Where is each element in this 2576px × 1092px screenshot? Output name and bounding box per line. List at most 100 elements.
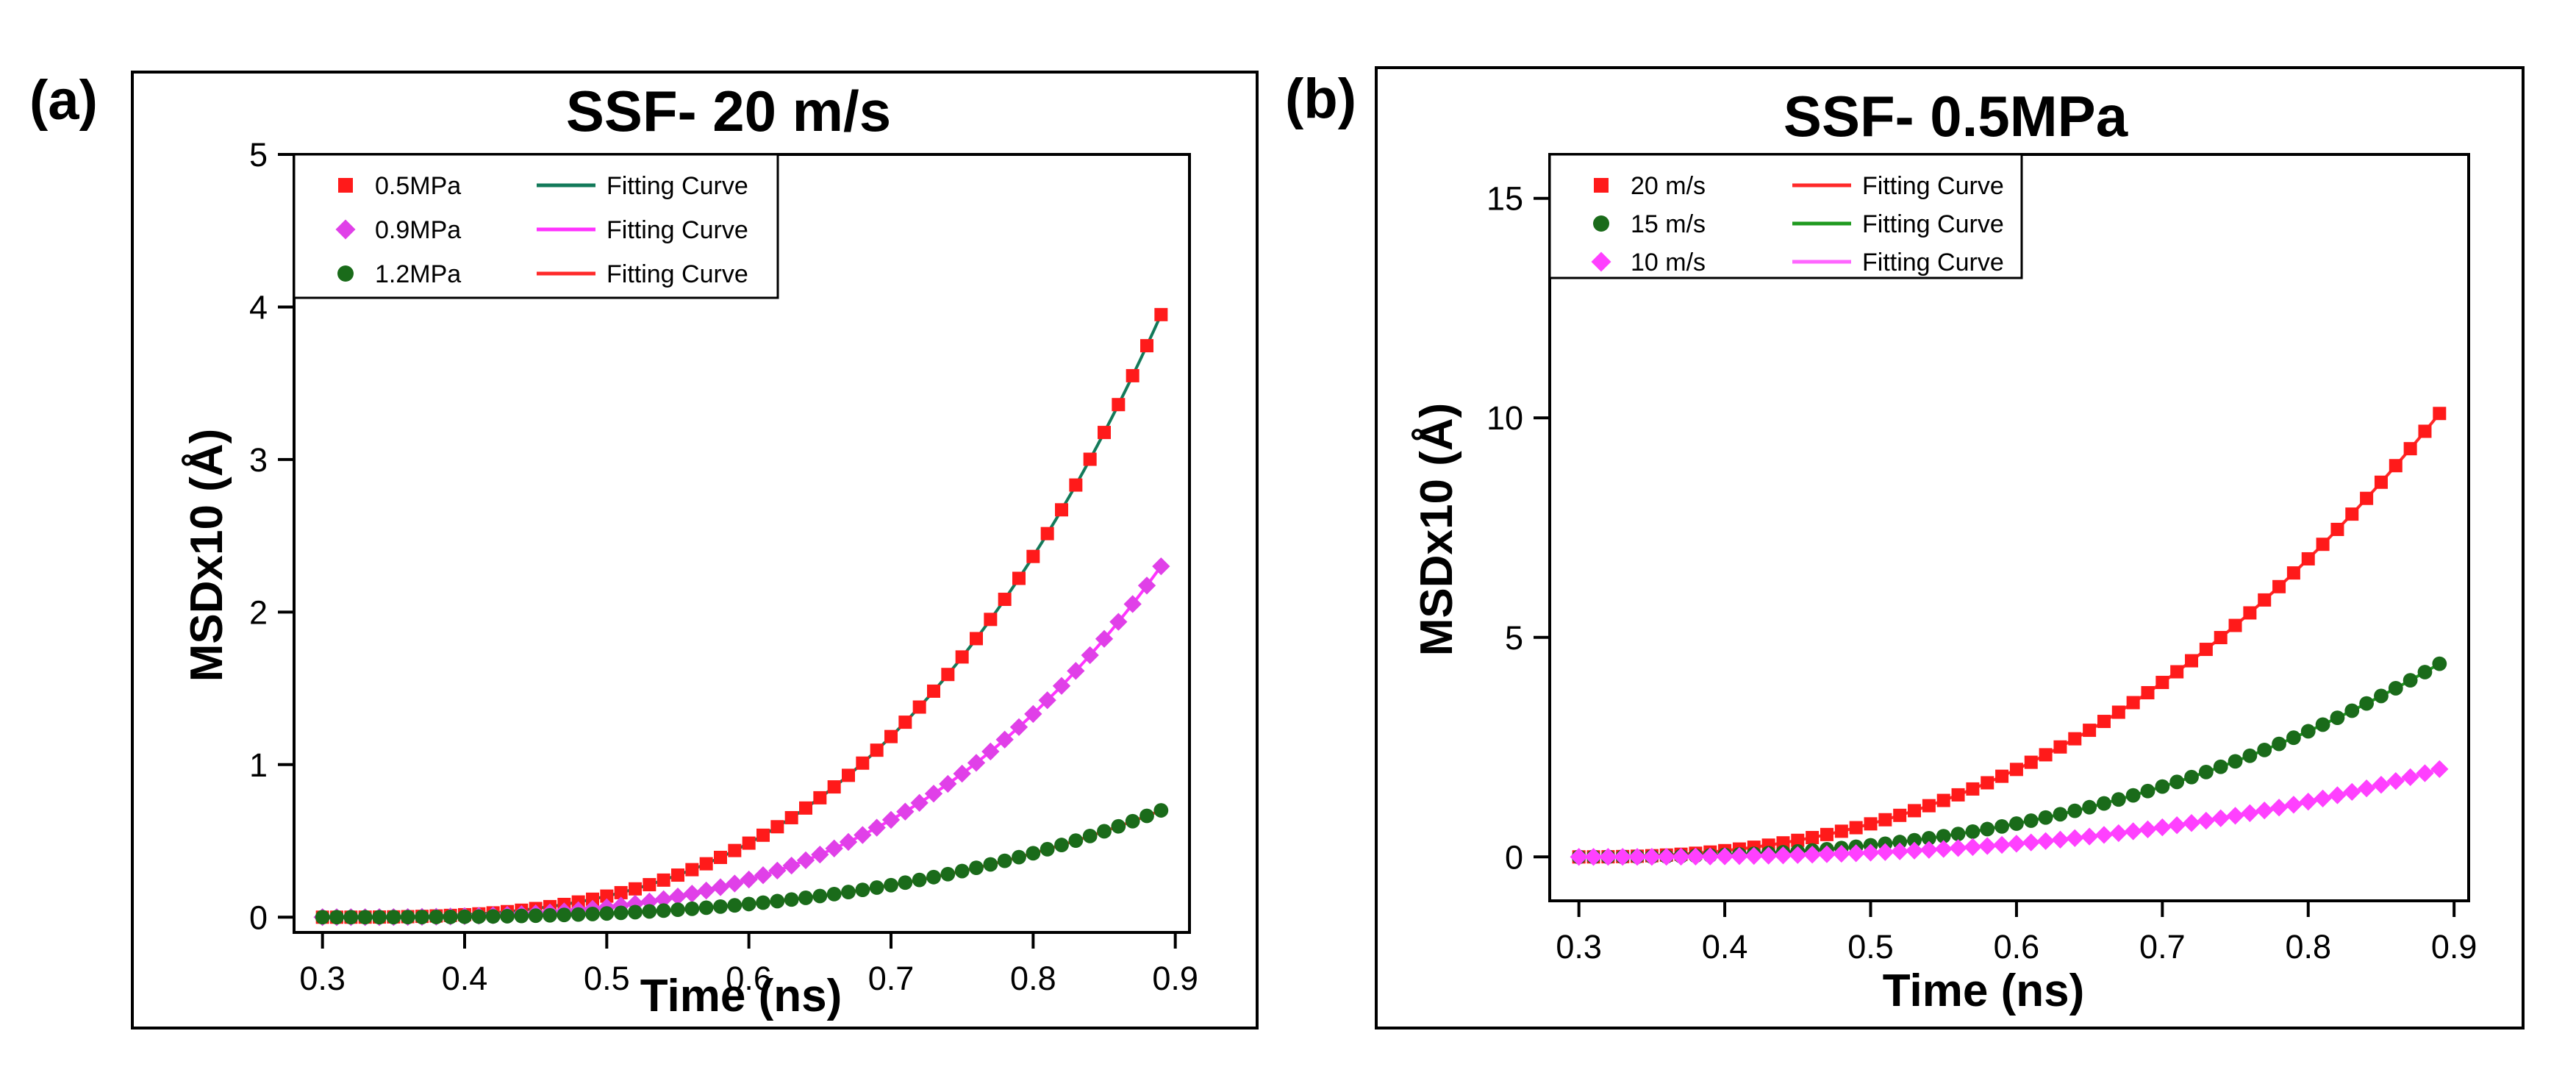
panel-b-point-series-1 [1893,808,1907,822]
panel-b-ytick-label: 10 [1486,399,1523,437]
panel-a-point-series-3 [1139,808,1154,824]
panel-b-legend-fit-label-3: Fitting Curve [1862,249,2004,276]
panel-b-point-series-3 [2314,789,2332,808]
panel-b-point-series-1 [2126,696,2140,710]
panel-a-point-series-1 [1112,398,1126,412]
panel-b-point-series-3 [2007,835,2026,853]
panel-b-point-series-2 [1965,824,1981,839]
panel-a-point-series-2 [1024,704,1042,724]
panel-b-point-series-2 [2417,665,2433,679]
panel-b-point-series-1 [1951,788,1965,802]
panel-a-point-series-1 [856,756,870,770]
panel-b-point-series-1 [1806,830,1820,844]
panel-a-point-series-1 [984,613,998,627]
panel-a-point-series-3 [997,853,1012,868]
panel-b-point-series-2 [2169,774,2185,790]
panel-a-label: (a) [29,69,98,132]
panel-a-point-series-3 [357,910,373,925]
panel-b-point-series-2 [2023,813,2039,828]
panel-a-point-series-2 [1052,677,1071,695]
panel-a-point-series-3 [698,900,714,916]
panel-a-point-series-3 [826,886,842,902]
panel-a-point-series-3 [983,857,998,872]
panel-a-point-series-3 [1012,849,1026,865]
panel-b-ytick-label: 0 [1505,838,1523,876]
panel-a-point-series-3 [585,907,600,921]
panel-b-point-series-2 [2315,717,2330,732]
panel-b-point-series-1 [2433,407,2447,421]
panel-a-point-series-3 [500,909,515,924]
panel-b-ticks: 0.3 0.4 0.5 0.6 0.7 0.8 0.9 0 5 10 15 [1486,180,2477,966]
panel-b-point-series-3 [2386,771,2405,791]
panel-b-point-series-3 [1686,847,1705,866]
panel-a-point-series-3 [713,899,728,914]
panel-b-point-series-3 [1599,848,1617,866]
panel-b-point-series-3 [1876,843,1895,861]
panel-a-point-series-1 [614,885,628,899]
panel-b-point-series-1 [2272,579,2286,593]
panel-b-xlabel: Time (ns) [1883,966,2084,1016]
panel-a-legend-box [293,153,779,299]
panel-a-point-series-1 [813,791,827,804]
panel-b-point-series-2 [2009,816,2024,831]
panel-b-point-series-3 [1934,840,1953,858]
panel-b-point-series-1 [1864,817,1878,831]
panel-a-point-series-1 [998,593,1012,607]
panel-b-point-series-3 [2080,827,2099,846]
panel-b-point-series-3 [2109,824,2128,843]
panel-b-point-series-3 [1657,847,1675,866]
panel-b-legend-marker-1 [1594,178,1609,193]
panel-b-point-series-3 [2255,801,2274,820]
panel-a-point-series-1 [1083,452,1097,466]
panel-a-point-series-2 [939,774,957,793]
panel-a-point-series-3 [741,896,756,912]
panel-a-point-series-1 [1012,571,1026,585]
panel-b-point-series-1 [2228,618,2242,632]
panel-a-point-series-3 [485,909,501,924]
panel-b-point-series-1 [2243,606,2257,620]
panel-b-point-series-3 [2022,833,2040,852]
panel-a-point-series-2 [740,870,758,889]
panel-b-point-series-2 [2213,759,2228,774]
panel-a-point-series-1 [756,828,770,842]
panel-a-point-series-2 [953,764,971,783]
panel-a-ylabel: MSDx10 (Å) [182,429,232,682]
panel-b-point-series-3 [1745,846,1763,866]
panel-b-point-series-2 [2155,779,2170,794]
panel-a-point-series-2 [1038,691,1056,710]
panel-b-point-series-3 [2094,826,2114,844]
panel-b-point-series-2 [2067,803,2083,818]
panel-b-point-series-2 [2359,696,2375,711]
panel-b-legend-label-1: 20 m/s [1631,172,1706,200]
panel-b-point-series-3 [2066,829,2084,847]
panel-a-point-series-1 [699,857,713,871]
panel-a-point-series-3 [898,875,913,891]
panel-a-point-series-2 [981,742,1000,761]
panel-a-point-series-2 [1109,613,1128,631]
panel-b-point-series-3 [1730,847,1749,866]
panel-a-xtick-label: 0.3 [299,960,346,997]
panel-a-point-series-3 [429,910,444,924]
panel-a-point-series-1 [955,650,969,664]
panel-a-point-series-2 [910,793,929,812]
panel-a-point-series-2 [668,888,687,906]
panel-b-fit-curve-2 [1578,662,2441,859]
panel-a-point-series-1 [1126,368,1139,382]
panel-b-point-series-1 [1908,804,1922,818]
panel-b-point-series-3 [1789,846,1807,864]
panel-a-point-series-2 [967,754,986,772]
panel-b-point-series-3 [1701,847,1720,866]
panel-b-point-series-2 [2432,656,2447,671]
panel-a-point-series-2 [995,730,1014,749]
panel-a-point-series-1 [742,836,756,850]
panel-b-point-series-2 [2300,724,2316,739]
panel-a-point-series-2 [867,818,886,837]
panel-a-xlabel: Time (ns) [640,971,842,1021]
panel-b-point-series-3 [2284,796,2303,814]
panel-a-point-series-1 [799,801,812,815]
panel-a-point-series-3 [1125,813,1140,829]
panel-b-title: SSF- 0.5MPa [1783,84,2128,149]
panel-a-point-series-3 [443,909,458,924]
panel-b-legend-fit-label-1: Fitting Curve [1862,172,2004,200]
